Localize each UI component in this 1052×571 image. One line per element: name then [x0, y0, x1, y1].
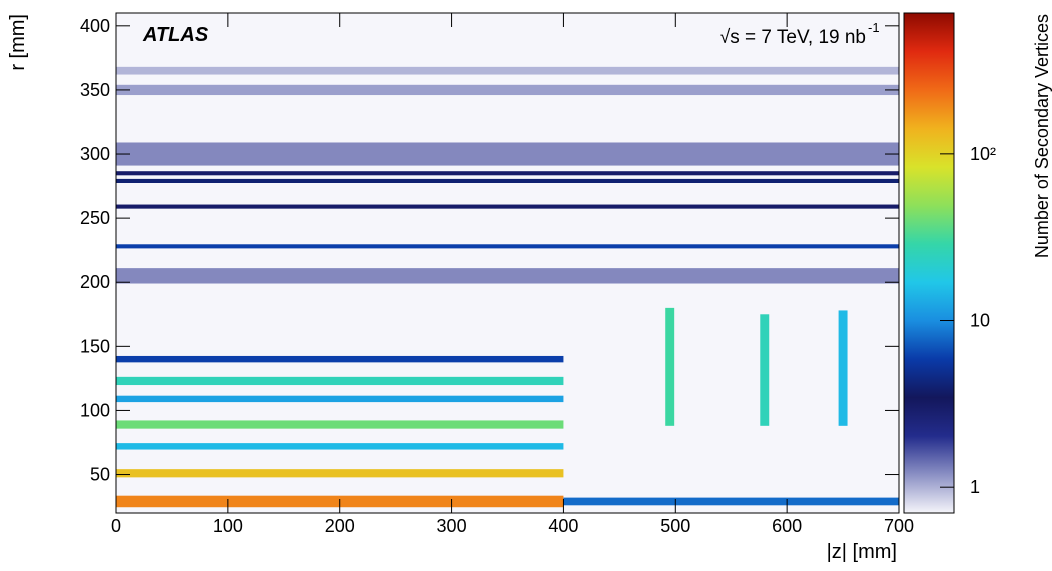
outer-layer-band [116, 178, 899, 183]
outer-layer-band [116, 171, 899, 176]
y-tick-label: 300 [80, 144, 110, 164]
lumi-exponent: -1 [868, 20, 880, 35]
heatmap-layer [116, 66, 899, 508]
barrel-layer-band [116, 376, 564, 386]
y-axis: 50 100 150 200 250 300 350 400 [80, 16, 899, 485]
y-tick-label: 50 [90, 465, 110, 485]
colorbar-tick-label: 1 [970, 477, 980, 497]
pixel-disk [665, 307, 675, 426]
experiment-label: ATLAS [142, 24, 209, 46]
diffuse-band [116, 268, 899, 284]
x-tick-label: 600 [772, 516, 802, 536]
support-band [116, 355, 564, 363]
y-tick-label: 150 [80, 336, 110, 356]
x-tick-label: 100 [213, 516, 243, 536]
x-tick-label: 500 [660, 516, 690, 536]
colorbar-frame [903, 12, 955, 514]
y-tick-label: 350 [80, 80, 110, 100]
support-band [116, 395, 564, 403]
diffuse-band [116, 142, 899, 166]
plot-area [116, 13, 899, 513]
colorbar-title: Number of Secondary Vertices [1032, 14, 1052, 258]
support-band [116, 443, 564, 450]
x-tick-label: 700 [884, 516, 914, 536]
x-tick-label: 300 [437, 516, 467, 536]
y-tick-label: 250 [80, 208, 110, 228]
x-tick-label: 200 [325, 516, 355, 536]
diffuse-band [116, 66, 899, 75]
x-axis: 0 100 200 300 400 500 600 700 [111, 13, 914, 536]
colorbar-ticks: 1 10 10² [940, 144, 996, 497]
y-axis-title: r [mm] [7, 14, 29, 71]
colorbar: 1 10 10² [903, 12, 996, 514]
barrel-layer-band [116, 469, 564, 478]
energy-label: √s = 7 TeV, 19 nb [720, 27, 866, 48]
barrel-layer-band [116, 420, 564, 429]
colorbar-tick-label: 10² [970, 144, 996, 164]
outer-layer-band [116, 244, 899, 249]
energy-annotation: √s = 7 TeV, 19 nb -1 [720, 20, 880, 48]
pixel-disk [760, 314, 770, 426]
outer-layer-band [116, 204, 899, 209]
beam-pipe-forward [563, 497, 899, 506]
y-tick-label: 200 [80, 272, 110, 292]
plot-frame [115, 12, 900, 514]
colorbar-gradient [904, 13, 954, 513]
x-tick-label: 400 [548, 516, 578, 536]
colorbar-tick-label: 10 [970, 311, 990, 331]
diffuse-band [116, 84, 899, 96]
pixel-disk [838, 310, 848, 426]
y-tick-label: 400 [80, 16, 110, 36]
y-tick-label: 100 [80, 400, 110, 420]
x-axis-title: |z| [mm] [827, 541, 897, 563]
x-tick-label: 0 [111, 516, 121, 536]
